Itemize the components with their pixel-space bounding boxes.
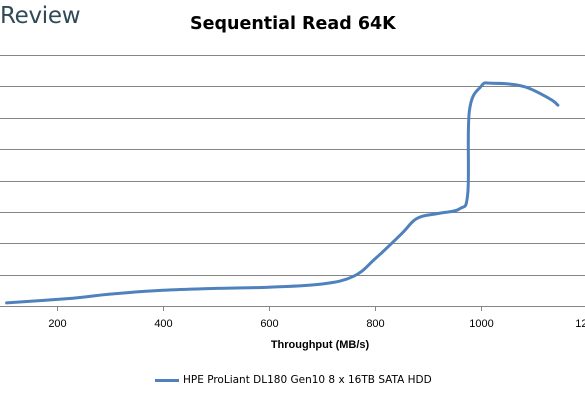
legend: HPE ProLiant DL180 Gen10 8 x 16TB SATA H… [155, 374, 432, 386]
x-tick-label: 200 [48, 318, 66, 330]
brand-logo-text: Review [0, 3, 81, 29]
chart-title: Sequential Read 64K [190, 14, 396, 34]
x-tick-label: 600 [260, 318, 278, 330]
x-axis-label: Throughput (MB/s) [271, 339, 370, 351]
x-axis-ticks: 200 400 600 800 1000 1200 [48, 306, 585, 330]
x-tick-label: 1200 [575, 318, 585, 330]
gridlines [0, 55, 585, 276]
legend-label: HPE ProLiant DL180 Gen10 8 x 16TB SATA H… [183, 374, 432, 386]
x-tick-label: 1000 [469, 318, 493, 330]
legend-swatch [155, 378, 179, 382]
x-tick-label: 800 [366, 318, 384, 330]
series-line [5, 81, 560, 305]
x-tick-label: 400 [154, 318, 172, 330]
